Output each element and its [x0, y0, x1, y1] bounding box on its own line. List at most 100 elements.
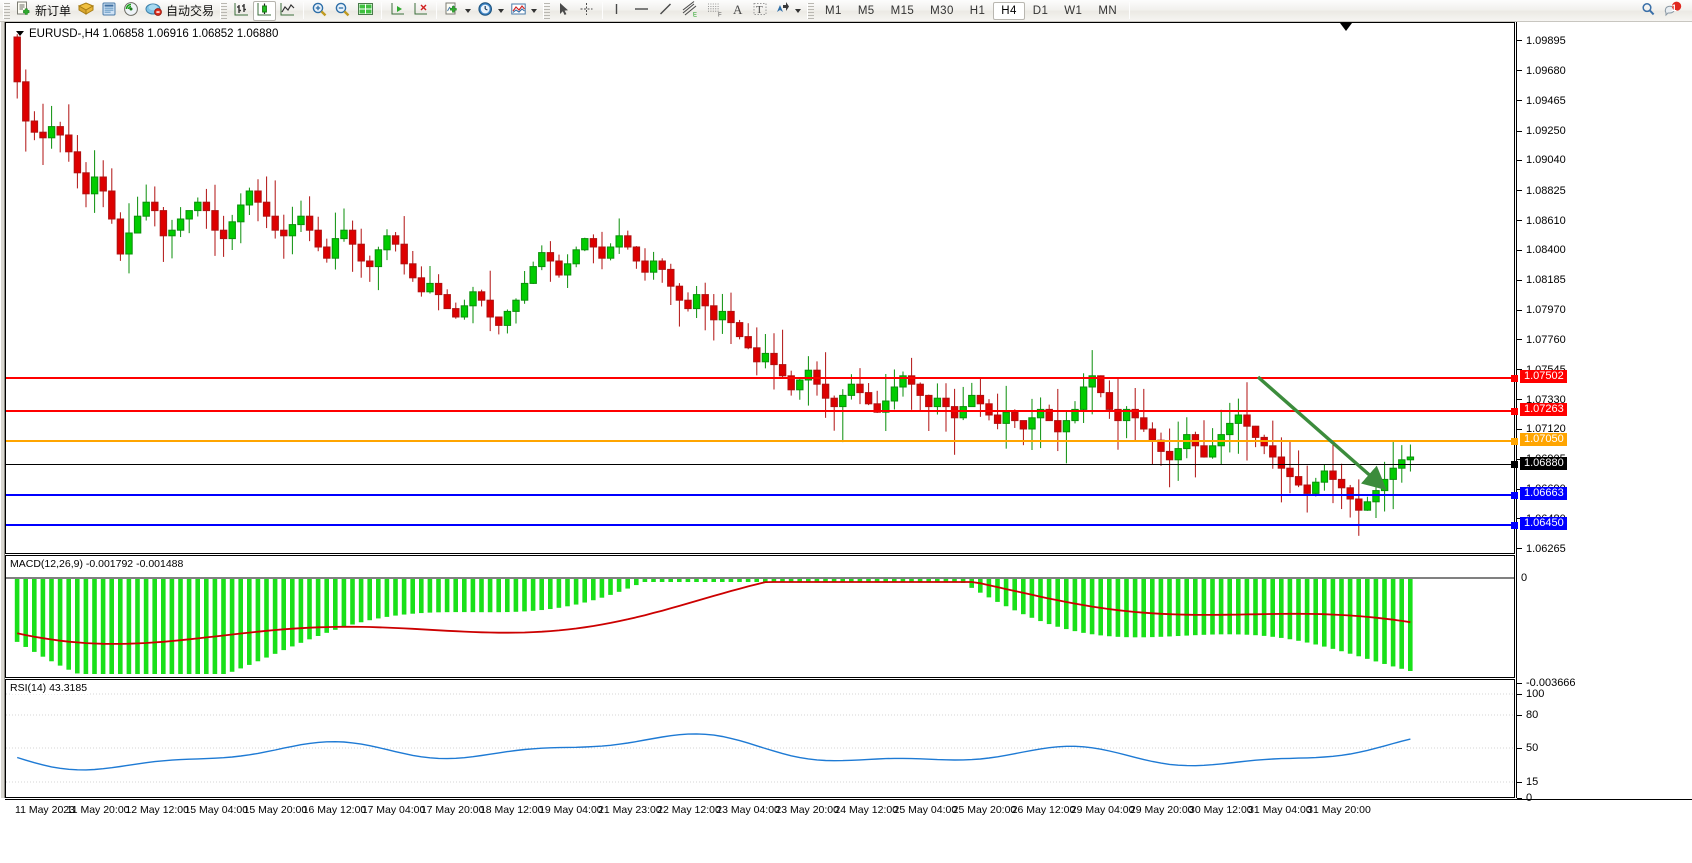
chart-left-rail[interactable] [0, 22, 5, 798]
timeframe-mn[interactable]: MN [1098, 4, 1118, 17]
chevron-down-icon[interactable] [465, 8, 472, 13]
macd-histogram-bar [152, 578, 157, 674]
candle-body [280, 229, 288, 237]
time-axis-tick: 31 May 04:00 [1248, 804, 1312, 816]
timeframe-m1[interactable]: M1 [825, 4, 842, 17]
time-axis[interactable]: 11 May 2023 11 May 20:00 12 May 12:00 15 Ma… [5, 799, 1692, 819]
vertical-line-button[interactable] [607, 1, 629, 21]
macd-histogram-bar [763, 578, 768, 582]
search-button[interactable] [1637, 1, 1660, 21]
terminal-button[interactable] [98, 1, 120, 21]
price-level-handle[interactable] [1511, 438, 1518, 445]
chart-autoscroll-button[interactable] [409, 1, 432, 21]
timeframe-m5[interactable]: M5 [857, 4, 875, 17]
candle-body [839, 394, 847, 408]
macd-signal-line [17, 581, 1411, 645]
price-level-handle[interactable] [1511, 460, 1518, 468]
toolbar-grip-3[interactable] [543, 2, 551, 19]
candle-body [882, 400, 890, 413]
price-level-handle[interactable] [1511, 492, 1518, 500]
price-level-line[interactable] [6, 408, 1518, 416]
macd-histogram-bar [608, 578, 613, 595]
cursor-tool-button[interactable] [553, 1, 575, 21]
chevron-down-icon[interactable] [498, 8, 505, 13]
timeframe-m30[interactable]: M30 [930, 4, 954, 17]
timeframe-h4[interactable]: H4 [993, 1, 1025, 20]
price-level-label[interactable]: 1.06880 [1520, 456, 1567, 470]
text-object-button[interactable]: T [749, 1, 771, 21]
macd-histogram-bar [1038, 578, 1043, 622]
candle-body [305, 215, 314, 231]
candle-body [357, 243, 365, 262]
timeframe-m15[interactable]: M15 [890, 4, 915, 17]
macd-pane[interactable]: MACD(12,26,9) -0.001792 -0.001488 [5, 555, 1515, 678]
price-level-handle[interactable] [1511, 374, 1518, 382]
price-axis-tick: 1.08185 [1517, 274, 1566, 286]
chart-shift-button[interactable] [386, 1, 409, 21]
crosshair-tool-button[interactable] [575, 1, 598, 21]
time-axis-tick: 22 May 12:00 [657, 804, 721, 816]
expert-advisors-button[interactable] [74, 1, 98, 21]
price-level-line[interactable] [6, 492, 1518, 500]
zoom-out-button[interactable] [331, 1, 354, 21]
price-level-label[interactable]: 1.07050 [1520, 433, 1567, 446]
arrows-button[interactable] [771, 1, 804, 21]
price-level-label[interactable]: 1.07263 [1520, 403, 1567, 417]
horizontal-line-button[interactable] [629, 1, 654, 21]
chevron-down-icon[interactable] [531, 8, 538, 13]
rsi-pane[interactable]: RSI(14) 43.3185 [5, 679, 1515, 798]
candle-body [39, 131, 47, 139]
price-level-line[interactable] [6, 460, 1518, 468]
macd-histogram-bar [470, 578, 476, 613]
price-level-line[interactable] [6, 522, 1518, 529]
price-axis-tick: 1.07970 [1517, 304, 1566, 316]
trend-arrow-annotation[interactable] [6, 23, 1514, 553]
chevron-down-icon[interactable] [795, 8, 802, 13]
macd-histogram-bar [591, 578, 596, 601]
trendline-button[interactable] [654, 1, 677, 21]
timeframe-h1[interactable]: H1 [969, 4, 986, 17]
price-level-line[interactable] [6, 374, 1518, 382]
candle-body [56, 126, 64, 136]
price-level-label[interactable]: 1.06450 [1520, 517, 1567, 530]
text-label-button[interactable]: A [727, 1, 749, 21]
price-level-label[interactable]: 1.07502 [1520, 369, 1567, 383]
candle-body [65, 134, 73, 153]
candle-body [125, 232, 133, 255]
macd-histogram-bar [728, 578, 734, 582]
toolbar-grip-2[interactable] [220, 2, 228, 19]
candle-body [684, 299, 692, 310]
candlestick-chart-button[interactable] [253, 0, 277, 21]
new-object-button[interactable] [441, 1, 474, 21]
navigator-button[interactable] [120, 1, 142, 21]
timeframe-d1[interactable]: D1 [1032, 4, 1049, 17]
tile-windows-button[interactable] [354, 1, 377, 21]
price-level-handle[interactable] [1511, 408, 1518, 416]
candle-body [615, 235, 623, 248]
timeframe-w1[interactable]: W1 [1064, 4, 1083, 17]
price-axis[interactable]: 1.09895 1.09680 1.09465 1.09250 1.09040 1.088… [1516, 22, 1692, 804]
macd-histogram-bar [307, 578, 312, 640]
periodicity-button[interactable] [474, 1, 507, 21]
price-level-line[interactable] [6, 438, 1518, 445]
auto-trading-button[interactable]: 自动交易 [142, 1, 217, 21]
candle-body [133, 215, 142, 234]
channel-button[interactable]: E [677, 1, 702, 21]
price-level-handle[interactable] [1511, 522, 1518, 529]
macd-histogram-bar [1373, 578, 1379, 662]
indicators-button[interactable] [507, 1, 540, 21]
channel-icon: E [680, 1, 699, 20]
line-chart-button[interactable] [276, 1, 299, 21]
price-level-label[interactable]: 1.06663 [1520, 487, 1567, 501]
bar-chart-button[interactable] [230, 1, 253, 21]
candle-body [477, 291, 486, 301]
fibonacci-button[interactable]: F [702, 1, 727, 21]
toolbar-grip-4[interactable] [807, 2, 815, 19]
candle-body [1312, 481, 1320, 494]
chart-menu-triangle-icon[interactable] [16, 31, 24, 37]
price-pane[interactable]: EURUSD-,H4 1.06858 1.06916 1.06852 1.068… [5, 22, 1518, 554]
notifications-button[interactable]: 1 [1660, 1, 1686, 21]
new-order-button[interactable]: 新订单 [13, 1, 74, 21]
zoom-in-button[interactable] [308, 1, 331, 21]
toolbar-grip-1[interactable] [3, 2, 10, 19]
